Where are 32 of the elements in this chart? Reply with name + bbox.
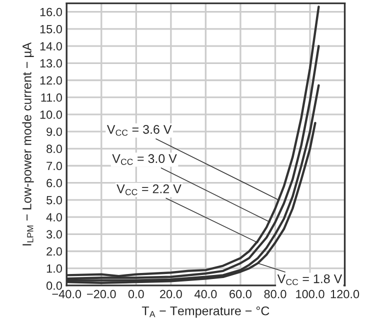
annotation: V$_{CC}$ = 3.6 V bbox=[106, 124, 172, 136]
y-tick-label: 15.0 bbox=[40, 24, 62, 34]
y-tick-label: 7.0 bbox=[46, 162, 62, 170]
y-tick-label: 12.0 bbox=[40, 76, 62, 85]
y-tick-label: 3.0 bbox=[46, 230, 62, 239]
y-tick-label: 11.0 bbox=[41, 93, 62, 102]
y-tick-label: 0.0 bbox=[46, 281, 62, 290]
x-tick-label: 120.0 bbox=[330, 290, 360, 298]
y-tick-label: 10.0 bbox=[40, 110, 62, 119]
x-tick-label: −20.0 bbox=[87, 290, 116, 298]
y-tick-label: 13.0 bbox=[40, 59, 62, 68]
y-tick-label: 4.0 bbox=[46, 213, 62, 222]
x-tick-label: 0.0 bbox=[128, 290, 144, 298]
y-tick-label: 6.0 bbox=[46, 178, 62, 188]
x-tick-label: 20.0 bbox=[160, 290, 182, 298]
annotation: V$_{CC}$ = 2.2 V bbox=[116, 184, 182, 196]
x-tick-label: 40.0 bbox=[194, 290, 217, 298]
x-tick-label: 80.0 bbox=[264, 290, 286, 298]
y-tick-label: 2.0 bbox=[46, 247, 62, 256]
annotation: V$_{CC}$ = 1.8 V bbox=[277, 274, 342, 286]
y-tick-label: 1.0 bbox=[46, 264, 62, 273]
x-axis-title: T$_{A}$ − Temperature − °C bbox=[142, 306, 270, 318]
x-tick-label: 60.0 bbox=[230, 290, 252, 298]
y-tick-label: 8.0 bbox=[46, 144, 62, 154]
x-tick-label: 100.0 bbox=[296, 290, 324, 298]
y-axis-title: I$_{LPM}$ − Low-power mode current − µA bbox=[22, 42, 34, 246]
y-tick-label: 5.0 bbox=[46, 196, 62, 204]
y-tick-label: 16.0 bbox=[40, 8, 62, 16]
y-tick-label: 14.0 bbox=[40, 42, 62, 50]
x-tick-label: −40.0 bbox=[52, 290, 82, 298]
y-tick-label: 9.0 bbox=[46, 128, 62, 136]
annotation: V$_{CC}$ = 3.0 V bbox=[112, 154, 177, 165]
